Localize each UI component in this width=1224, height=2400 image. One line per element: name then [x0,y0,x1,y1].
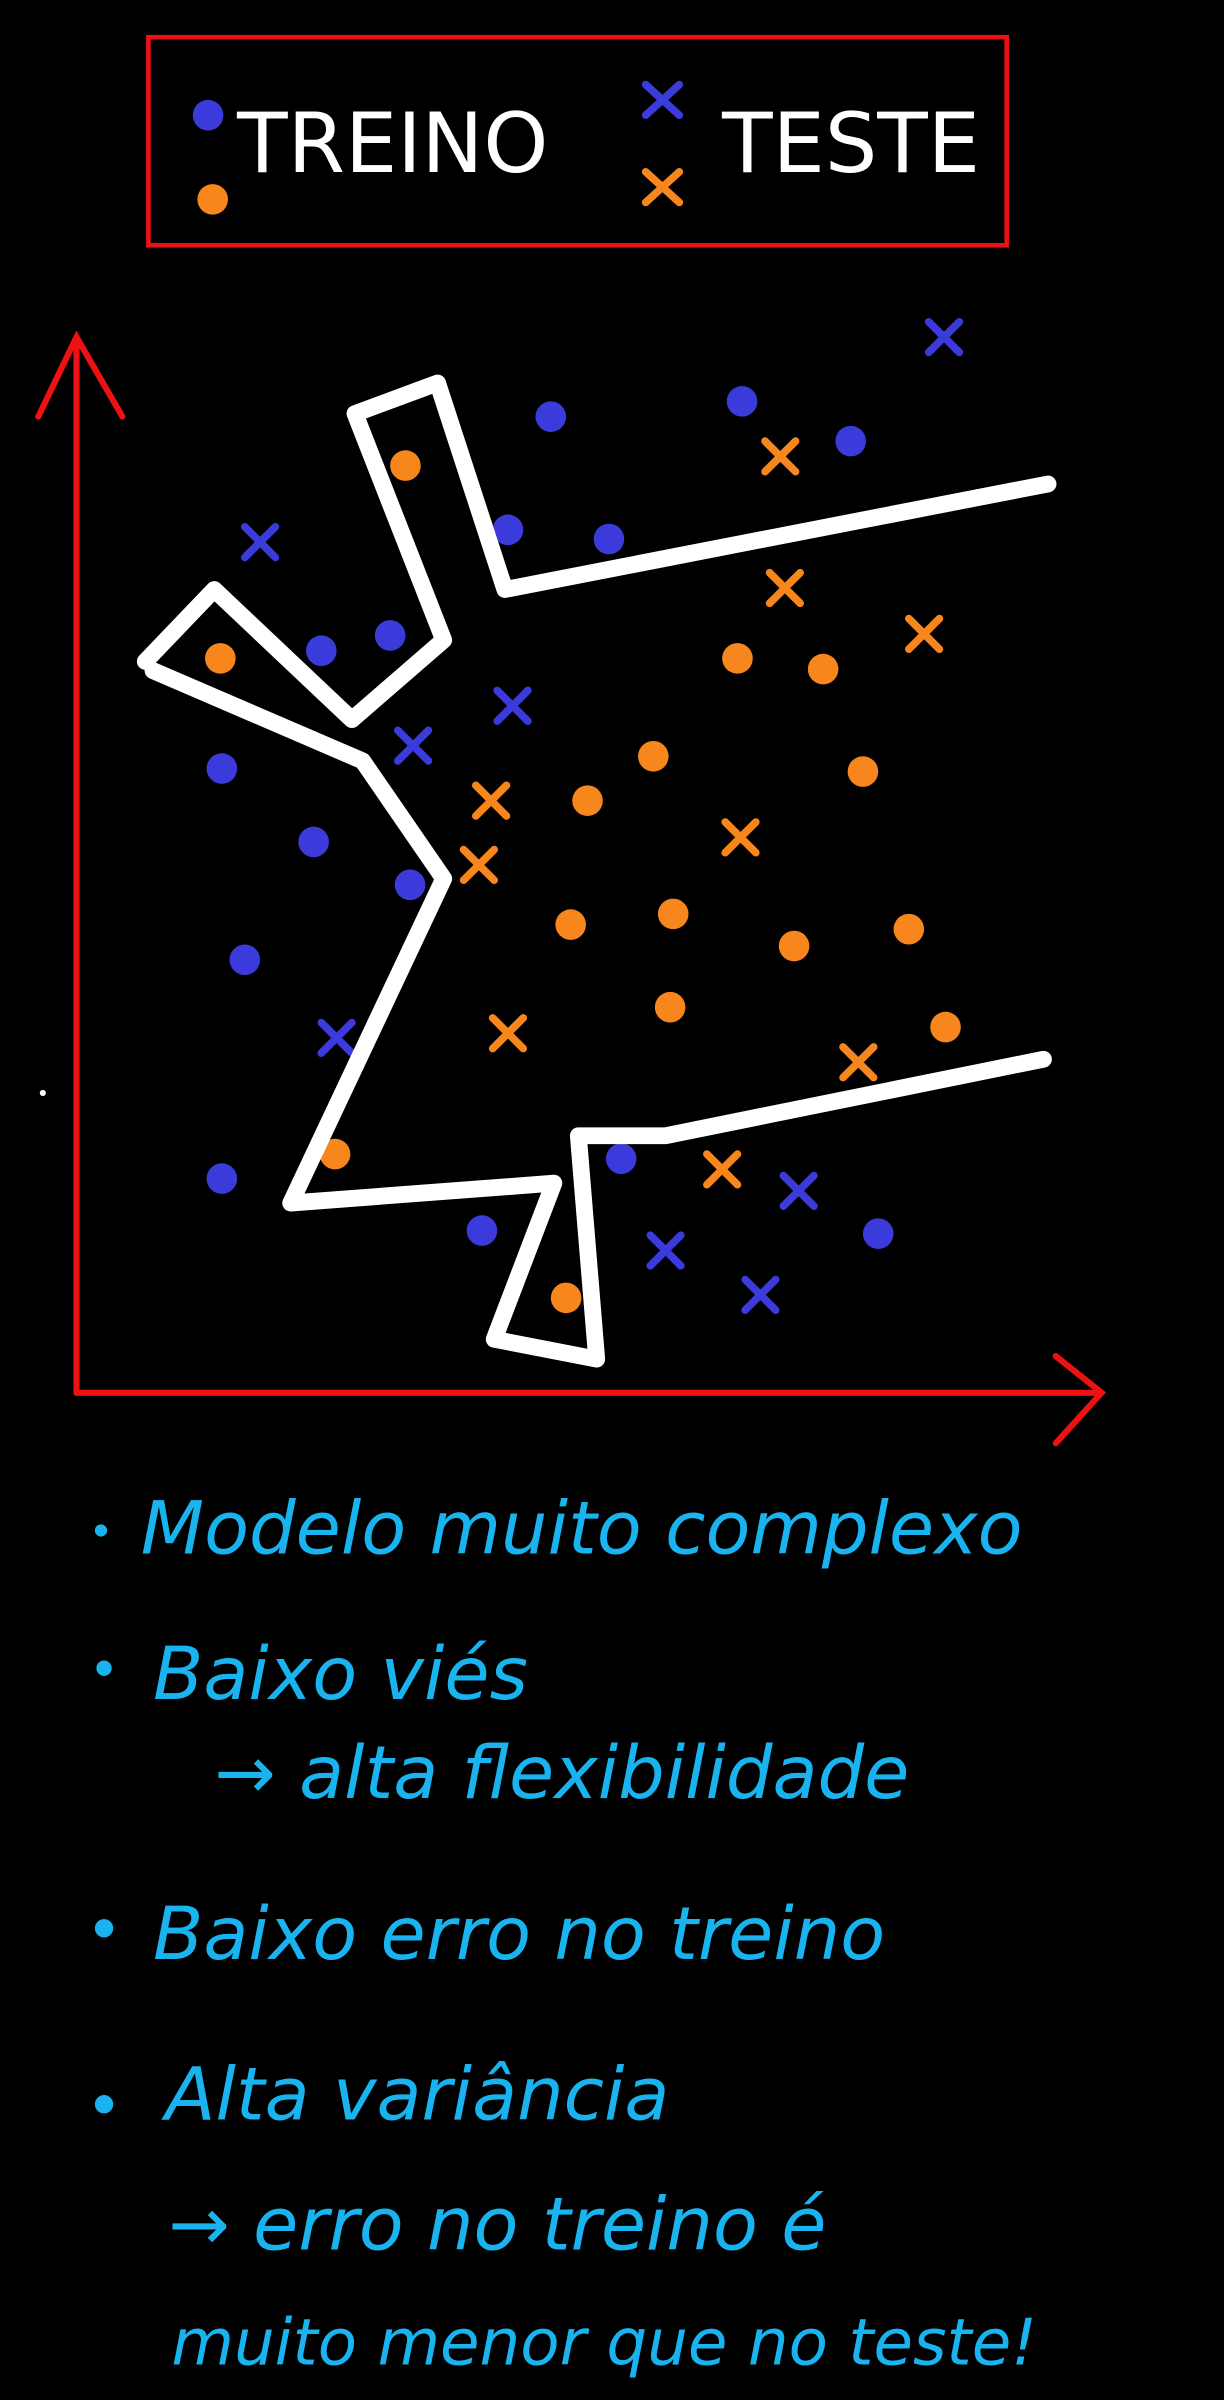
legend-train-label: TREINO [236,96,548,192]
note: Baixo erro no treino [153,1892,885,1977]
train-points [205,386,961,1314]
note: muito menor que no teste! [171,2305,1037,2380]
note: Alta variância [161,2053,669,2138]
axes [35,330,1107,1447]
note: Baixo viés [153,1632,528,1717]
decision-boundary [136,374,1057,1368]
legend-train-blue [192,99,224,131]
legend-test-label: TESTE [721,96,980,192]
notes: Modelo muito complexo Baixo viés → alta … [94,1486,1037,2380]
legend-box [146,34,1010,248]
dot [39,1089,46,1096]
legend: TREINO TESTE [146,34,1010,248]
legend-train-orange [197,184,228,215]
note: → alta flexibilidade [214,1731,909,1816]
note: Modelo muito complexo [141,1486,1023,1571]
test-points [240,317,964,1314]
legend-test-blue [641,80,684,120]
note: → erro no treino é [168,2183,826,2268]
legend-test-orange [641,168,684,207]
